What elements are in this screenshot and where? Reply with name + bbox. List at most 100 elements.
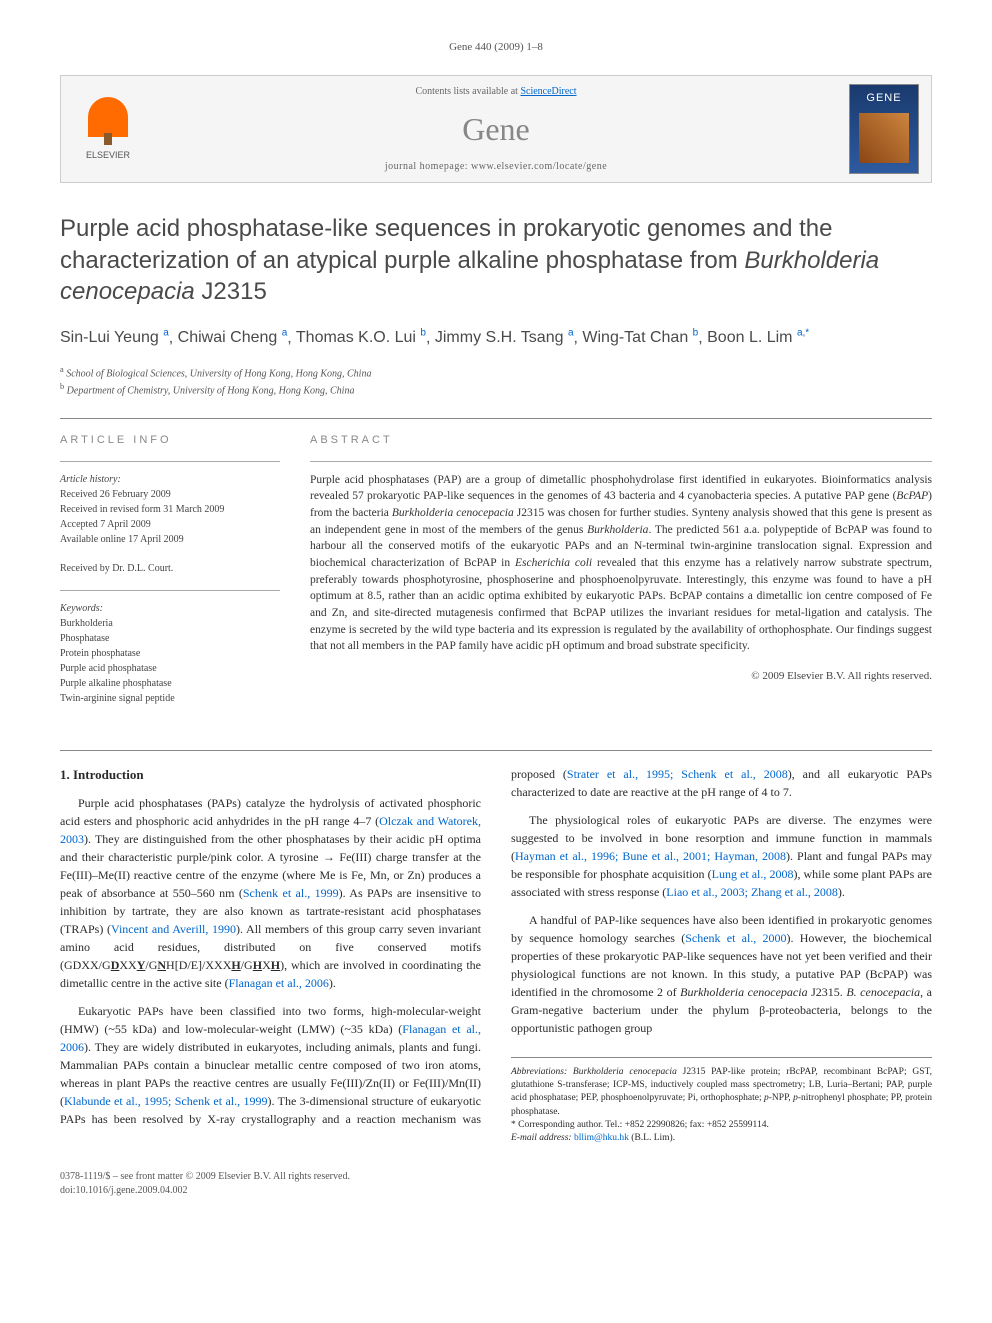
author: Jimmy S.H. Tsang a <box>435 329 574 346</box>
email-label: E-mail address: <box>511 1133 572 1143</box>
footer-line1: 0378-1119/$ – see front matter © 2009 El… <box>60 1170 932 1184</box>
abbrev-label: Abbreviations: <box>511 1067 567 1077</box>
abstract-heading: ABSTRACT <box>310 433 932 448</box>
abstract-species: Escherichia coli <box>515 557 592 569</box>
elsevier-logo: ELSEVIER <box>73 94 143 164</box>
citation-link[interactable]: Lung et al., 2008 <box>712 867 794 881</box>
citation-link[interactable]: Vincent and Averill, 1990 <box>111 922 236 936</box>
info-abstract-row: ARTICLE INFO Article history: Received 2… <box>60 433 932 719</box>
author: Chiwai Cheng a <box>178 329 288 346</box>
journal-banner: ELSEVIER Contents lists available at Sci… <box>60 75 932 183</box>
email-link[interactable]: bllim@hku.hk <box>572 1133 629 1143</box>
affiliation-text: Department of Chemistry, University of H… <box>67 385 355 396</box>
title-suffix: J2315 <box>195 278 267 305</box>
author-aff-link[interactable]: a <box>282 328 288 339</box>
species-name: Burkholderia cenocepacia <box>680 985 807 999</box>
body-text: ). <box>329 976 336 990</box>
info-rule <box>60 590 280 591</box>
keyword: Burkholderia <box>60 616 280 631</box>
abstract-span: Purple acid phosphatases (PAP) are a gro… <box>310 474 932 503</box>
author: Boon L. Lim a,* <box>707 329 809 346</box>
contents-prefix: Contents lists available at <box>415 86 520 97</box>
abstract-species: Burkholderia cenocepacia <box>392 507 514 519</box>
history-label: Article history: <box>60 472 280 487</box>
abstract-copyright: © 2009 Elsevier B.V. All rights reserved… <box>310 669 932 684</box>
email-line: E-mail address: bllim@hku.hk (B.L. Lim). <box>511 1132 932 1145</box>
keyword: Purple alkaline phosphatase <box>60 676 280 691</box>
journal-homepage-line: journal homepage: www.elsevier.com/locat… <box>143 160 849 174</box>
author-name: Chiwai Cheng <box>178 329 278 346</box>
citation-link[interactable]: Klabunde et al., 1995; Schenk et al., 19… <box>64 1094 267 1108</box>
cover-title: GENE <box>866 91 901 106</box>
email-suffix: (B.L. Lim). <box>629 1133 675 1143</box>
author: Wing-Tat Chan b <box>582 329 698 346</box>
article-history: Article history: Received 26 February 20… <box>60 472 280 547</box>
article-info-heading: ARTICLE INFO <box>60 433 280 448</box>
citation-link[interactable]: Hayman et al., 1996; Bune et al., 2001; … <box>515 849 786 863</box>
corresponding-author: * Corresponding author. Tel.: +852 22990… <box>511 1119 932 1132</box>
species-name: B. cenocepacia <box>846 985 920 999</box>
author-name: Boon L. Lim <box>707 329 792 346</box>
abstract-span: revealed that this enzyme has a relative… <box>310 557 932 652</box>
received-date: Received 26 February 2009 <box>60 487 280 502</box>
affiliations: a School of Biological Sciences, Univers… <box>60 364 932 399</box>
footer-doi: doi:10.1016/j.gene.2009.04.002 <box>60 1184 932 1198</box>
page-header: Gene 440 (2009) 1–8 <box>60 40 932 55</box>
journal-name: Gene <box>143 107 849 152</box>
online-date: Available online 17 April 2009 <box>60 532 280 547</box>
affiliation-b: b Department of Chemistry, University of… <box>60 381 932 398</box>
abstract-gene: BcPAP <box>896 490 928 502</box>
title-text: Purple acid phosphatase-like sequences i… <box>60 215 832 273</box>
info-rule <box>60 461 280 462</box>
section-rule <box>60 750 932 751</box>
author-aff-link[interactable]: a <box>163 328 169 339</box>
author-aff-link[interactable]: a,* <box>797 328 809 339</box>
body-text: J2315. <box>808 985 847 999</box>
keyword: Twin-arginine signal peptide <box>60 691 280 706</box>
keyword: Phosphatase <box>60 631 280 646</box>
revised-date: Received in revised form 31 March 2009 <box>60 502 280 517</box>
body-paragraph: Purple acid phosphatases (PAPs) catalyze… <box>60 794 481 992</box>
article-info: ARTICLE INFO Article history: Received 2… <box>60 433 280 719</box>
affiliation-a: a School of Biological Sciences, Univers… <box>60 364 932 381</box>
received-by: Received by Dr. D.L. Court. <box>60 561 280 576</box>
cover-image-icon <box>859 113 909 163</box>
section-heading-intro: 1. Introduction <box>60 765 481 785</box>
keyword: Purple acid phosphatase <box>60 661 280 676</box>
abstract-text: Purple acid phosphatases (PAP) are a gro… <box>310 472 932 655</box>
citation-link[interactable]: Liao et al., 2003; Zhang et al., 2008 <box>666 885 838 899</box>
citation-link[interactable]: Schenk et al., 2000 <box>685 931 786 945</box>
author-aff-link[interactable]: a <box>568 328 574 339</box>
author-name: Thomas K.O. Lui <box>296 329 416 346</box>
keyword: Protein phosphatase <box>60 646 280 661</box>
section-rule <box>60 418 932 419</box>
contents-line: Contents lists available at ScienceDirec… <box>143 85 849 99</box>
footnote-block: Abbreviations: Burkholderia cenocepacia … <box>511 1057 932 1146</box>
citation-link[interactable]: Schenk et al., 1999 <box>243 886 339 900</box>
abstract-column: ABSTRACT Purple acid phosphatases (PAP) … <box>310 433 932 719</box>
sciencedirect-link[interactable]: ScienceDirect <box>520 86 576 97</box>
body-text: ). <box>838 885 845 899</box>
author-aff-link[interactable]: b <box>693 328 699 339</box>
article-title: Purple acid phosphatase-like sequences i… <box>60 213 932 307</box>
elsevier-label: ELSEVIER <box>86 149 130 162</box>
citation-link[interactable]: Flanagan et al., 2006 <box>229 976 329 990</box>
abstract-genus: Burkholderia <box>587 524 648 536</box>
author: Thomas K.O. Lui b <box>296 329 426 346</box>
body-columns: 1. Introduction Purple acid phosphatases… <box>60 765 932 1146</box>
journal-cover-thumb: GENE <box>849 84 919 174</box>
info-rule <box>310 461 932 462</box>
banner-center: Contents lists available at ScienceDirec… <box>143 85 849 174</box>
body-paragraph: A handful of PAP-like sequences have als… <box>511 911 932 1037</box>
accepted-date: Accepted 7 April 2009 <box>60 517 280 532</box>
page-footer: 0378-1119/$ – see front matter © 2009 El… <box>60 1170 932 1198</box>
author-name: Sin-Lui Yeung <box>60 329 159 346</box>
author-name: Wing-Tat Chan <box>582 329 688 346</box>
author: Sin-Lui Yeung a <box>60 329 169 346</box>
author-name: Jimmy S.H. Tsang <box>435 329 564 346</box>
motif-text: DXX/GDXXY/GNH[D/E]/XXXH/GHXH <box>73 958 280 972</box>
author-aff-link[interactable]: b <box>420 328 426 339</box>
body-paragraph: The physiological roles of eukaryotic PA… <box>511 811 932 901</box>
citation-link[interactable]: Strater et al., 1995; Schenk et al., 200… <box>567 767 788 781</box>
authors-list: Sin-Lui Yeung a, Chiwai Cheng a, Thomas … <box>60 327 932 350</box>
